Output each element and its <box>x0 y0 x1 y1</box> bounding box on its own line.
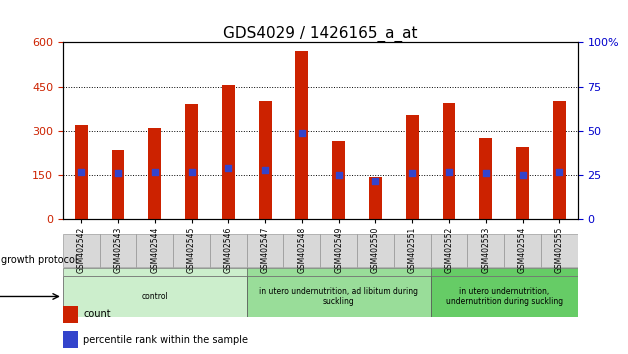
Bar <box>406 115 419 219</box>
Text: GSM402554: GSM402554 <box>518 227 527 273</box>
FancyBboxPatch shape <box>504 234 541 267</box>
FancyBboxPatch shape <box>63 276 247 317</box>
Bar <box>443 103 455 219</box>
FancyBboxPatch shape <box>247 276 431 317</box>
Text: growth protocol: growth protocol <box>1 255 77 265</box>
Text: GSM402548: GSM402548 <box>298 227 306 273</box>
Point <box>517 172 528 178</box>
Bar <box>332 141 345 219</box>
Point <box>297 130 307 136</box>
Point <box>555 169 565 175</box>
Point <box>113 171 123 176</box>
FancyBboxPatch shape <box>247 234 283 267</box>
FancyBboxPatch shape <box>63 234 100 267</box>
Bar <box>63 331 78 348</box>
FancyBboxPatch shape <box>100 234 136 267</box>
Bar <box>112 150 124 219</box>
Text: GSM402542: GSM402542 <box>77 227 85 273</box>
Text: GSM402550: GSM402550 <box>371 227 380 273</box>
FancyBboxPatch shape <box>136 234 173 267</box>
FancyBboxPatch shape <box>541 234 578 267</box>
Bar <box>295 51 308 219</box>
Text: percentile rank within the sample: percentile rank within the sample <box>84 335 249 345</box>
FancyBboxPatch shape <box>210 234 247 267</box>
FancyBboxPatch shape <box>431 276 578 317</box>
Bar <box>369 177 382 219</box>
Text: in utero undernutrition,
undernutrition during suckling: in utero undernutrition, undernutrition … <box>446 287 563 306</box>
Point <box>333 172 344 178</box>
Text: control: control <box>141 292 168 301</box>
FancyBboxPatch shape <box>283 234 320 267</box>
Title: GDS4029 / 1426165_a_at: GDS4029 / 1426165_a_at <box>223 26 418 42</box>
FancyBboxPatch shape <box>431 234 467 267</box>
Text: GSM402543: GSM402543 <box>114 227 122 273</box>
Point <box>444 169 454 175</box>
Text: GSM402545: GSM402545 <box>187 227 196 273</box>
FancyBboxPatch shape <box>320 234 357 267</box>
FancyBboxPatch shape <box>357 234 394 267</box>
FancyBboxPatch shape <box>247 268 431 276</box>
Text: GSM402553: GSM402553 <box>481 227 490 273</box>
Bar <box>479 138 492 219</box>
Point <box>371 178 381 183</box>
Point <box>407 171 417 176</box>
Point <box>260 167 270 173</box>
FancyBboxPatch shape <box>431 268 578 276</box>
Text: count: count <box>84 309 111 319</box>
Text: GSM402546: GSM402546 <box>224 227 233 273</box>
Bar <box>185 104 198 219</box>
Bar <box>222 85 235 219</box>
Text: in utero undernutrition, ad libitum during
suckling: in utero undernutrition, ad libitum duri… <box>259 287 418 306</box>
Point <box>224 165 234 171</box>
Bar <box>516 147 529 219</box>
Bar <box>148 128 161 219</box>
FancyBboxPatch shape <box>63 268 247 276</box>
Bar <box>259 102 271 219</box>
Bar <box>63 306 78 323</box>
Text: GSM402547: GSM402547 <box>261 227 269 273</box>
FancyBboxPatch shape <box>467 234 504 267</box>
FancyBboxPatch shape <box>173 234 210 267</box>
Point <box>149 169 160 175</box>
Text: GSM402544: GSM402544 <box>150 227 160 273</box>
Text: GSM402552: GSM402552 <box>445 227 453 273</box>
Bar <box>553 102 566 219</box>
Point <box>481 171 491 176</box>
Point <box>76 169 86 175</box>
Bar <box>75 125 88 219</box>
Text: GSM402555: GSM402555 <box>555 227 564 273</box>
Text: GSM402549: GSM402549 <box>334 227 343 273</box>
Text: GSM402551: GSM402551 <box>408 227 417 273</box>
FancyBboxPatch shape <box>394 234 431 267</box>
Point <box>187 169 197 175</box>
